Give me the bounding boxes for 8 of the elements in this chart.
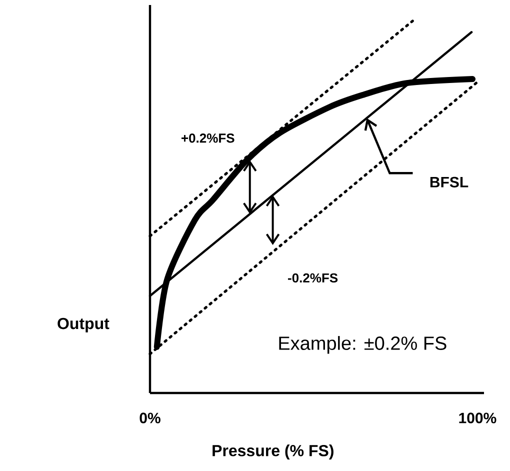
text: BFSL xyxy=(430,176,468,188)
annotation: Example: ±0.2% FS xyxy=(279,336,446,354)
x-tick-label: 0% xyxy=(140,412,160,424)
annotation: -0.2%FS xyxy=(288,273,338,283)
annotation: +0.2%FS xyxy=(182,134,234,143)
x-tick-label: 100% xyxy=(459,412,496,424)
y-axis-title: Output xyxy=(58,318,110,332)
x-axis-title: Pressure (% FS) xyxy=(212,444,334,460)
